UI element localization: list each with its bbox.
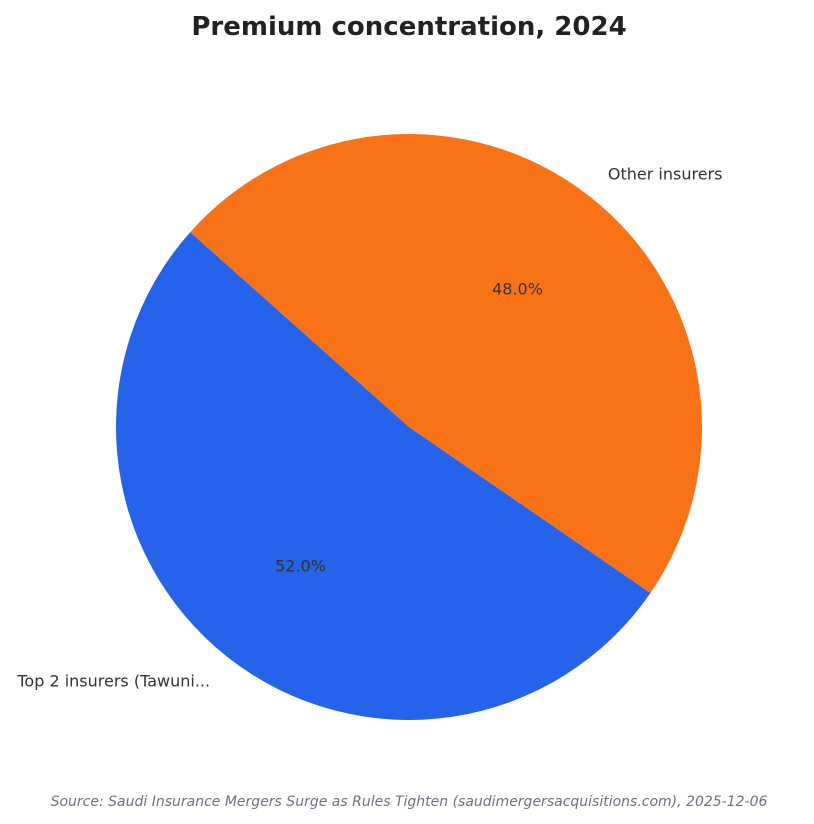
chart-title: Premium concentration, 2024 bbox=[191, 12, 626, 42]
pie-pct-label-1: 48.0% bbox=[492, 280, 543, 299]
pie-slice-1 bbox=[190, 134, 702, 593]
pie-category-label-0: Top 2 insurers (Tawuni... bbox=[16, 672, 210, 691]
pie-category-label-1: Other insurers bbox=[608, 164, 723, 183]
pie-slice-0 bbox=[115, 232, 651, 721]
source-note: Source: Saudi Insurance Mergers Surge as… bbox=[51, 794, 768, 810]
pie-pct-label-0: 52.0% bbox=[275, 556, 326, 575]
pie-labels: 52.0% Top 2 insurers (Tawuni... 48.0% Other… bbox=[16, 164, 722, 690]
pie-slices bbox=[115, 134, 702, 721]
